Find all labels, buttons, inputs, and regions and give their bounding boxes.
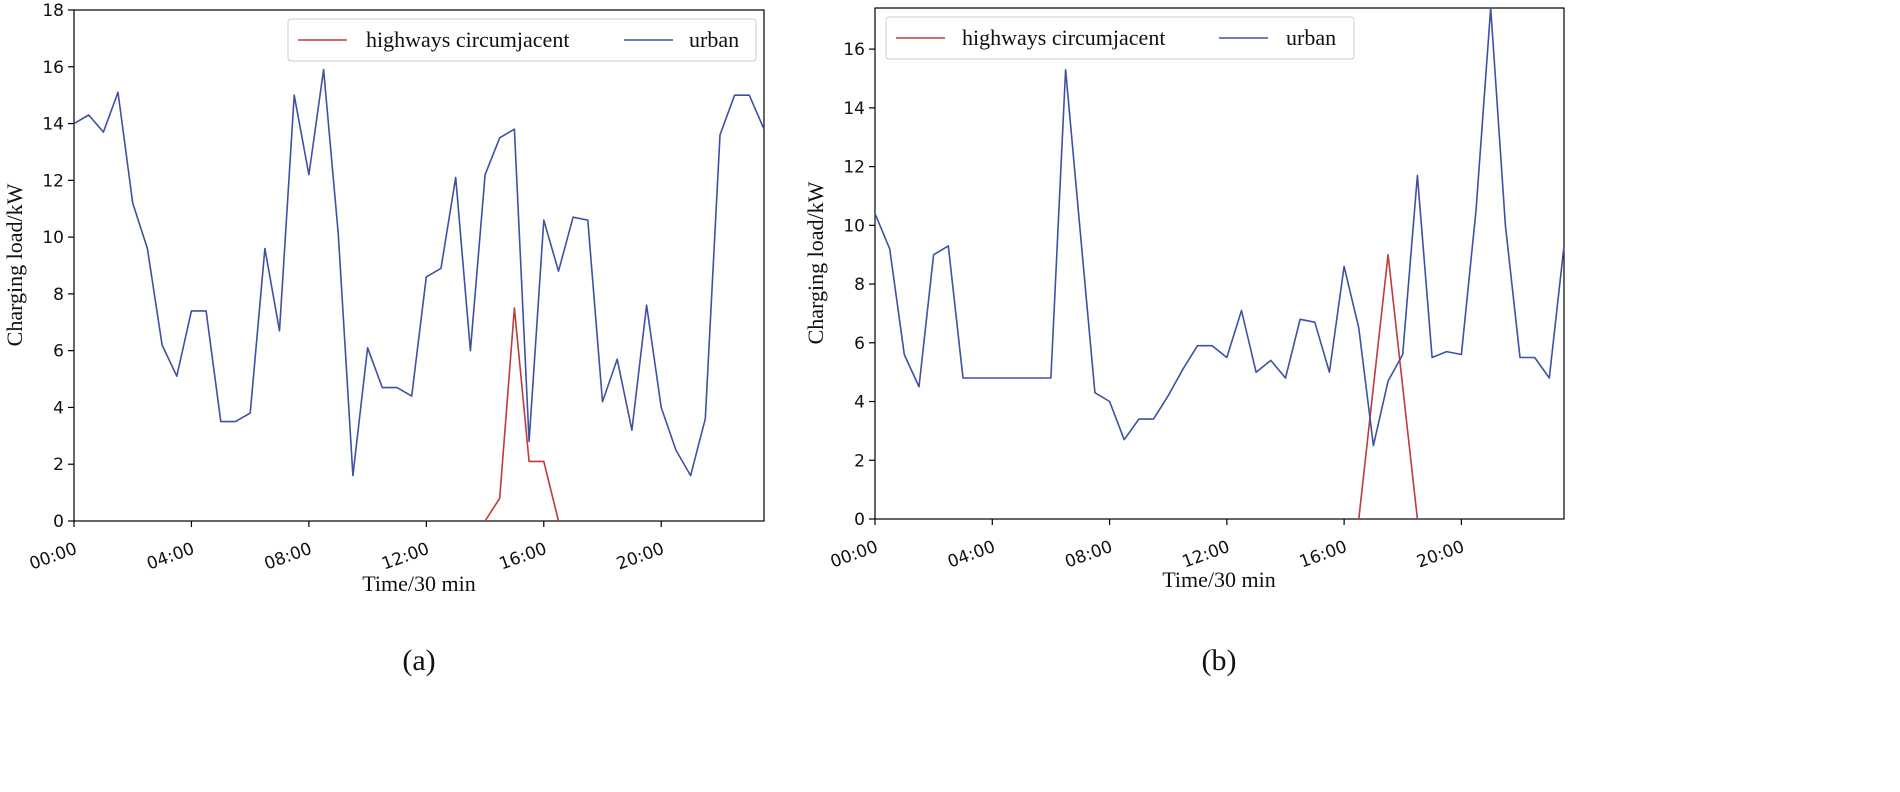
series-line-highways-circumjacent-b [1358,253,1419,520]
y-tick-label: 4 [854,393,865,413]
chart-panel-a: 0 2 4 6 8 10 12 14 16 18 00:00 04:00 08:00 12:00 16:00… [2,1,765,677]
legend-label-highways-b: highways circumjacent [962,25,1165,50]
panel-caption-b: (b) [1202,644,1237,677]
y-tick-label: 2 [854,451,865,471]
y-tick-label: 18 [42,1,64,21]
y-tick-label: 14 [843,99,865,119]
x-tick-label: 12:00 [379,539,432,575]
legend-box-a [287,18,757,62]
series-layer-a [73,68,765,522]
x-tick-label: 16:00 [1297,537,1350,573]
y-tick-label: 10 [843,216,865,236]
y-tick-label: 6 [854,334,865,354]
x-tick-label: 04:00 [144,539,197,575]
y-tick-label: 10 [42,228,64,248]
legend-label-urban-b: urban [1286,25,1336,50]
y-axis-label-a: Charging load/kW [2,183,27,346]
y-tick-label: 6 [53,342,64,362]
legend-a: highways circumjacent urban [287,18,757,62]
y-tick-label: 0 [854,510,865,530]
y-tick-label: 14 [42,115,64,135]
x-tick-label: 20:00 [614,539,667,575]
y-tick-label: 16 [843,40,865,60]
plot-frame-b [874,7,1565,520]
x-tick-label: 08:00 [262,539,315,575]
y-tick-label: 8 [854,275,865,295]
series-line-urban-a [73,68,765,477]
x-axis-label-a: Time/30 min [362,571,476,596]
y-tick-label: 12 [843,158,865,178]
y-tick-label: 2 [53,455,64,475]
panel-caption-a: (a) [402,644,435,677]
x-axis-label-b: Time/30 min [1162,567,1276,592]
legend-b: highways circumjacent urban [885,16,1355,60]
legend-label-highways-a: highways circumjacent [366,27,569,52]
y-tick-label: 16 [42,58,64,78]
x-tick-label: 00:00 [828,537,881,573]
x-tick-label: 00:00 [27,539,80,575]
axis-ticks-a: 0 2 4 6 8 10 12 14 16 18 00:00 04:00 08:00 12:00 16:00… [27,1,667,574]
plot-frame-a [73,9,765,522]
y-tick-label: 4 [53,398,64,418]
x-tick-label: 20:00 [1414,537,1467,573]
y-tick-label: 12 [42,171,64,191]
series-layer-b [874,7,1565,520]
legend-box-b [885,16,1355,60]
series-line-urban-b [874,7,1565,447]
legend-label-urban-a: urban [689,27,739,52]
y-axis-label-b: Charging load/kW [803,181,828,344]
series-line-highways-circumjacent-a [484,307,560,522]
x-tick-label: 08:00 [1062,537,1115,573]
x-tick-label: 04:00 [945,537,998,573]
y-tick-label: 8 [53,285,64,305]
y-tick-label: 0 [53,512,64,532]
x-tick-label: 16:00 [497,539,550,575]
